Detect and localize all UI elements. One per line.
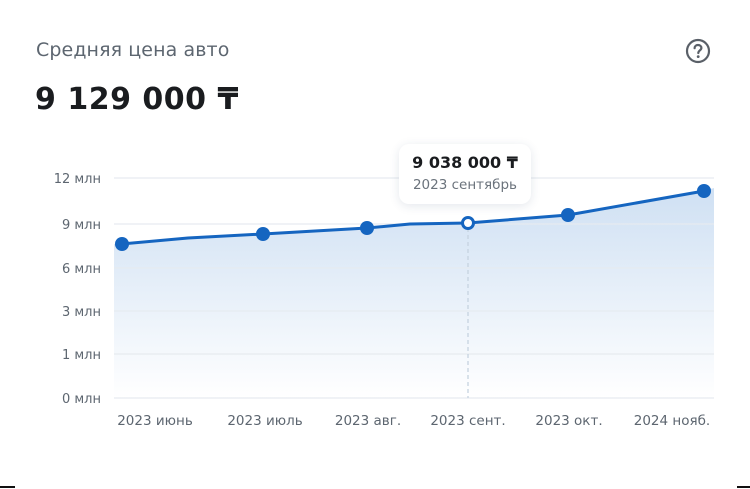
average-price-value: 9 129 000 ₸ [35,82,239,117]
question-circle-icon[interactable] [685,38,711,64]
y-tick-1m: 1 млн [62,348,101,363]
price-line [120,189,706,246]
x-tick-july: 2023 июль [227,413,302,429]
tooltip-value: 9 038 000 ₸ [412,153,518,172]
y-tick-6m: 6 млн [62,262,101,277]
x-tick-june: 2023 июнь [117,413,193,429]
area-fill [114,188,714,398]
y-tick-3m: 3 млн [62,305,101,320]
x-tick-sept: 2023 сент. [430,413,505,429]
tooltip-label: 2023 сентябрь [412,177,518,193]
x-tick-nov: 2024 нояб. [634,413,710,429]
card-title: Средняя цена авто [36,39,230,61]
data-point-june[interactable] [115,237,129,251]
corner-mark-right [737,486,750,488]
data-point-nov[interactable] [697,184,711,198]
data-point-sept-active[interactable] [461,216,475,230]
y-tick-12m: 12 млн [54,172,101,187]
y-tick-0m: 0 млн [62,392,101,407]
x-tick-aug: 2023 авг. [335,413,401,429]
y-tick-9m: 9 млн [62,218,101,233]
corner-mark-left [0,486,15,488]
data-point-aug[interactable] [360,221,374,235]
chart-tooltip: 9 038 000 ₸ 2023 сентябрь [399,144,531,204]
data-point-july[interactable] [256,227,270,241]
data-point-oct[interactable] [561,208,575,222]
x-tick-oct: 2023 окт. [535,413,602,429]
